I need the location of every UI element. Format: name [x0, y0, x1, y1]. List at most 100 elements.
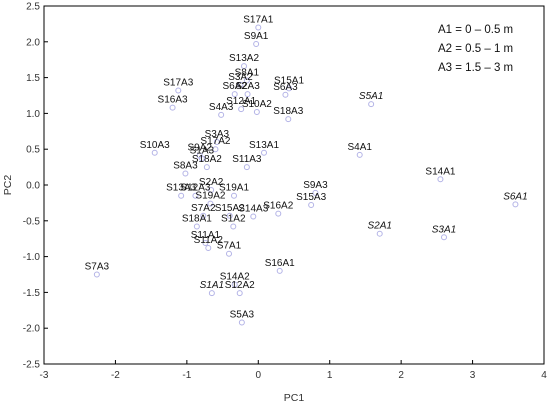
data-point	[93, 271, 100, 278]
x-tick-label: -3	[40, 370, 49, 381]
data-point	[441, 234, 447, 241]
data-point	[243, 77, 250, 84]
data-point-label: S19A1	[219, 183, 249, 194]
data-point-label: S17A1	[243, 14, 273, 25]
data-point	[202, 239, 209, 246]
data-point	[213, 139, 220, 146]
y-tick-label: 1.0	[26, 109, 40, 120]
data-point-label: S1A2	[221, 214, 246, 225]
x-tick-label: 4	[541, 370, 547, 381]
data-point	[226, 212, 233, 219]
data-point	[236, 290, 243, 297]
data-point-label: S9A3	[303, 180, 328, 191]
data-point	[312, 189, 319, 196]
data-point	[253, 108, 260, 115]
data-point	[203, 164, 210, 171]
data-point	[368, 101, 375, 108]
data-point-label: S18A3	[273, 106, 303, 117]
data-point	[286, 85, 292, 92]
y-tick-label: 2.0	[26, 37, 40, 48]
data-point-label: S15A1	[274, 75, 304, 86]
data-point-label: S6A3	[273, 82, 298, 93]
y-tick-label: -2.0	[23, 324, 41, 335]
x-tick-label: -2	[111, 370, 120, 381]
x-tick-label: 2	[398, 370, 404, 381]
data-point	[512, 201, 519, 208]
data-point	[250, 213, 257, 220]
data-point	[230, 223, 237, 230]
data-point-label: S16A1	[265, 258, 295, 269]
data-point-label: S6A2	[222, 81, 247, 92]
data-point-label: S13A2	[229, 53, 259, 64]
data-point-label: S10A3	[140, 140, 170, 151]
data-point-label: S13A1	[249, 140, 279, 151]
data-point-label: S13A3	[166, 183, 196, 194]
data-point-label: S14A3	[238, 204, 268, 215]
data-point-label: S7A2	[191, 203, 216, 214]
data-point	[308, 202, 315, 209]
data-point-label: S5A1	[359, 91, 383, 102]
data-point	[285, 116, 292, 123]
data-point-label: S11A1	[191, 230, 221, 241]
data-point-label: S4A3	[209, 102, 234, 113]
x-tick-label: 3	[470, 370, 476, 381]
data-point	[205, 245, 212, 252]
data-point	[200, 212, 207, 219]
data-point-label: S10A2	[242, 99, 272, 110]
data-point-label: S15A3	[296, 192, 326, 203]
data-point	[238, 106, 245, 113]
data-point	[231, 281, 238, 288]
data-point-label: S17A2	[200, 136, 230, 147]
data-point	[238, 319, 245, 326]
data-point	[261, 149, 267, 156]
data-point	[356, 151, 363, 158]
data-point	[198, 155, 205, 162]
data-point	[255, 24, 262, 31]
data-point	[237, 81, 244, 88]
y-tick-label: -1.0	[23, 252, 41, 263]
y-tick-label: -2.5	[23, 360, 41, 371]
data-point	[241, 63, 247, 70]
data-point-label: S17A3	[163, 77, 193, 88]
y-axis-title: PC2	[2, 175, 14, 196]
data-point-label: S12A2	[225, 280, 255, 291]
data-point-label: S8A1	[235, 67, 260, 78]
data-point	[192, 192, 199, 199]
x-tick-label: 0	[256, 370, 262, 381]
y-tick-label: -0.5	[23, 216, 41, 227]
x-axis-title: PC1	[284, 392, 305, 404]
data-point	[275, 210, 282, 217]
data-point-label: S2A2	[199, 177, 224, 188]
data-point	[151, 149, 158, 156]
data-point-label: S11A2	[194, 235, 224, 246]
y-tick-label: 2.5	[26, 2, 40, 13]
plot-frame	[43, 5, 545, 365]
data-point-label: S18A1	[182, 214, 212, 225]
x-tick-label: -1	[182, 370, 191, 381]
data-point-label: S5A3	[230, 309, 255, 320]
data-point-label: S12A1	[226, 96, 256, 107]
data-point-label: S7A3	[85, 262, 110, 273]
data-point-label: S1A1	[200, 280, 224, 291]
data-point	[193, 223, 200, 230]
data-point	[212, 146, 219, 153]
data-point-label: S7A1	[217, 241, 242, 252]
y-tick-label: 1.5	[26, 73, 40, 84]
data-point-label: S3A1	[432, 224, 456, 235]
data-point-label: S12A3	[180, 183, 210, 194]
data-point-label: S16A2	[263, 201, 293, 212]
y-tick-label: 0.5	[26, 145, 40, 156]
data-point	[208, 187, 215, 194]
data-point-label: S8A3	[173, 161, 198, 172]
data-point	[226, 250, 232, 257]
data-point	[231, 91, 238, 98]
data-point-label: S11A3	[232, 154, 262, 165]
data-point-label: S6A1	[503, 191, 527, 202]
data-point	[208, 290, 215, 297]
data-point	[244, 91, 251, 98]
data-point	[169, 104, 176, 111]
data-point	[175, 87, 182, 94]
data-point-label: S9A1	[244, 31, 269, 42]
